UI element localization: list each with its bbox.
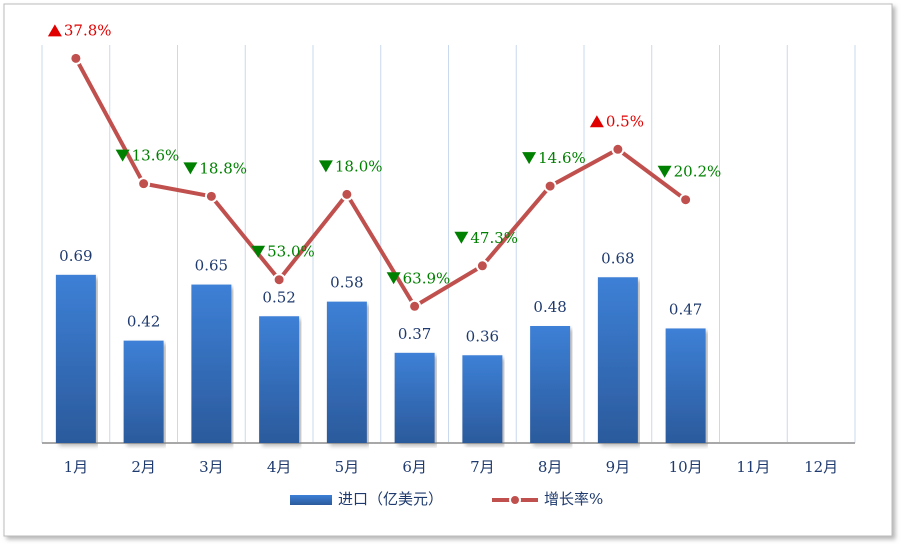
- bar: [597, 277, 638, 443]
- up-arrow: [47, 24, 62, 37]
- growth-label: 37.8%: [64, 21, 112, 39]
- growth-label: 14.6%: [538, 149, 586, 167]
- growth-label: 18.0%: [335, 157, 383, 175]
- bar: [394, 352, 435, 443]
- bar: [191, 284, 232, 443]
- bar-label: 0.65: [195, 257, 228, 275]
- bar: [55, 274, 96, 443]
- down-arrow: [251, 245, 266, 258]
- growth-label: 13.6%: [132, 147, 180, 165]
- down-arrow: [386, 272, 401, 285]
- x-tick-label: 6月: [402, 458, 427, 476]
- bar-label: 0.69: [59, 247, 92, 265]
- x-tick-label: 11月: [736, 458, 770, 476]
- x-tick-label: 12月: [804, 458, 838, 476]
- growth-point: [475, 259, 489, 273]
- growth-point: [204, 189, 218, 203]
- growth-point: [679, 193, 693, 207]
- growth-line: [74, 57, 687, 309]
- legend-swatch: [290, 495, 332, 505]
- legend-label: 增长率%: [544, 490, 603, 508]
- growth-point: [137, 177, 151, 191]
- bar-label: 0.48: [533, 298, 566, 316]
- growth-label: 47.3%: [470, 229, 518, 247]
- growth-point: [272, 273, 286, 287]
- x-tick-label: 2月: [131, 458, 156, 476]
- growth-label: 53.0%: [267, 243, 315, 261]
- x-tick-label: 1月: [64, 458, 89, 476]
- bar-label: 0.58: [330, 274, 363, 292]
- bar-label: 0.68: [601, 249, 634, 267]
- x-tick-label: 4月: [267, 458, 292, 476]
- growth-point: [340, 187, 354, 201]
- growth-label: 63.9%: [403, 269, 451, 287]
- x-tick-label: 8月: [538, 458, 563, 476]
- bar: [259, 316, 300, 443]
- down-arrow: [115, 149, 130, 162]
- x-tick-label: 9月: [606, 458, 631, 476]
- bar-label: 0.47: [669, 300, 702, 318]
- growth-point: [69, 51, 83, 65]
- down-arrow: [454, 231, 469, 244]
- bar: [665, 328, 706, 443]
- up-arrow: [589, 115, 604, 128]
- growth-point: [611, 142, 625, 156]
- growth-label: 0.5%: [606, 112, 644, 130]
- bar: [462, 355, 503, 443]
- growth-label: 18.8%: [199, 159, 247, 177]
- down-arrow: [522, 152, 537, 165]
- growth-point: [408, 299, 422, 313]
- bar-label: 0.52: [262, 288, 295, 306]
- down-arrow: [183, 162, 198, 175]
- bar: [123, 340, 164, 443]
- x-tick-label: 5月: [335, 458, 360, 476]
- bar-label: 0.42: [127, 313, 160, 331]
- down-arrow: [318, 160, 333, 173]
- x-tick-label: 7月: [470, 458, 495, 476]
- growth-point: [543, 179, 557, 193]
- bar-label: 0.37: [398, 325, 431, 343]
- bar: [326, 301, 367, 443]
- growth-label: 20.2%: [674, 163, 722, 181]
- x-tick-label: 3月: [199, 458, 224, 476]
- x-tick-label: 10月: [669, 458, 703, 476]
- legend-label: 进口（亿美元）: [338, 490, 443, 508]
- down-arrow: [657, 165, 672, 178]
- bar-label: 0.36: [466, 327, 499, 345]
- legend-dot: [509, 494, 521, 506]
- bar: [530, 326, 571, 443]
